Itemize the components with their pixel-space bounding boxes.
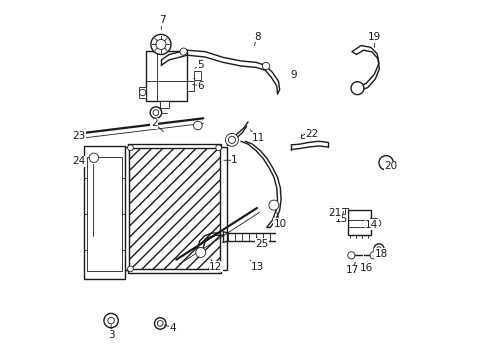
Circle shape: [139, 89, 145, 96]
Text: 23: 23: [72, 131, 85, 141]
Text: 15: 15: [334, 215, 347, 224]
Bar: [128, 269, 221, 273]
Bar: [139, 87, 145, 98]
Circle shape: [151, 35, 171, 54]
Text: 20: 20: [384, 161, 397, 171]
Circle shape: [228, 136, 235, 143]
Bar: [194, 71, 201, 80]
Text: 14: 14: [365, 220, 378, 230]
Bar: [160, 101, 169, 108]
Circle shape: [193, 121, 202, 130]
Text: 18: 18: [374, 248, 387, 258]
Circle shape: [376, 247, 380, 251]
Circle shape: [154, 318, 165, 329]
Text: 24: 24: [72, 156, 85, 166]
Circle shape: [89, 153, 99, 162]
Bar: [122, 147, 129, 270]
Circle shape: [268, 200, 278, 210]
Text: 9: 9: [290, 70, 297, 80]
Text: 6: 6: [197, 81, 203, 91]
Circle shape: [104, 314, 118, 328]
Bar: [220, 147, 227, 270]
Bar: [187, 81, 193, 91]
Text: 21: 21: [327, 208, 341, 218]
Circle shape: [369, 252, 376, 259]
Bar: [128, 144, 221, 148]
Text: 16: 16: [359, 263, 372, 273]
Circle shape: [195, 247, 205, 257]
Circle shape: [150, 107, 162, 118]
Text: 10: 10: [273, 219, 286, 229]
Circle shape: [156, 40, 165, 49]
Circle shape: [127, 145, 133, 150]
Circle shape: [378, 156, 392, 170]
Text: 5: 5: [197, 60, 203, 70]
Text: 13: 13: [250, 262, 263, 272]
Text: 25: 25: [255, 239, 268, 249]
Text: 22: 22: [305, 129, 318, 139]
Text: 19: 19: [367, 32, 380, 42]
Bar: [347, 211, 370, 234]
Circle shape: [108, 318, 114, 324]
Circle shape: [127, 266, 133, 272]
Text: 7: 7: [159, 15, 165, 25]
Circle shape: [215, 145, 221, 150]
Circle shape: [373, 244, 383, 254]
Text: 3: 3: [107, 330, 114, 340]
Text: 2: 2: [150, 118, 157, 128]
Text: 1: 1: [231, 155, 237, 165]
Circle shape: [215, 266, 221, 272]
Text: 17: 17: [345, 265, 358, 275]
Circle shape: [262, 62, 269, 69]
Text: 12: 12: [209, 262, 222, 272]
Circle shape: [157, 320, 163, 326]
Text: 4: 4: [169, 323, 176, 333]
Circle shape: [347, 252, 354, 259]
Circle shape: [350, 82, 363, 95]
Circle shape: [180, 48, 187, 55]
Bar: [83, 146, 125, 279]
Bar: [369, 218, 376, 228]
Bar: [128, 146, 221, 271]
Circle shape: [373, 220, 380, 226]
Circle shape: [153, 110, 159, 116]
Circle shape: [225, 134, 238, 146]
Text: 8: 8: [254, 32, 260, 41]
Bar: [87, 157, 122, 271]
Text: 11: 11: [251, 133, 264, 143]
Bar: [145, 51, 187, 101]
